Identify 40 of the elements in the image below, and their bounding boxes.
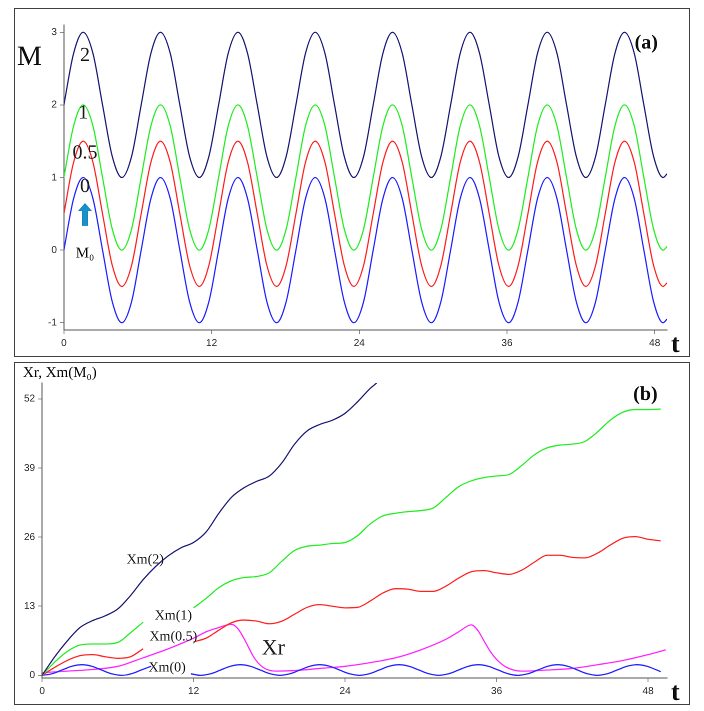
x-tick-label: 36	[491, 686, 503, 697]
line-series	[64, 140, 667, 288]
y-tick-label: 0	[51, 244, 58, 256]
y-tick-label: 2	[51, 100, 58, 111]
annotation: (b)	[633, 382, 658, 405]
x-tick-label: 36	[501, 338, 513, 349]
x-tick-label: 12	[206, 338, 218, 349]
series-label: 2	[80, 44, 90, 66]
x-axis-title: t	[671, 329, 680, 358]
series-label: Xm(0.5)	[149, 629, 198, 644]
y-tick-label: 0	[30, 670, 36, 682]
y-tick-label: 3	[51, 27, 58, 38]
y-tick-label: -1	[48, 317, 58, 328]
series-label: Xm(0)	[148, 660, 186, 676]
line-series	[64, 176, 667, 324]
y-tick-label: 1	[51, 172, 58, 184]
y-axis-title: Xr, Xm(M₀)	[23, 365, 97, 381]
x-tick-label: 24	[354, 338, 366, 349]
x-tick-label: 0	[39, 686, 46, 697]
line-series	[64, 32, 667, 178]
line-series	[42, 383, 378, 676]
x-tick-label: 12	[188, 686, 200, 697]
annotation: M₀	[76, 246, 94, 262]
y-tick-label: 52	[24, 394, 36, 405]
x-tick-label: 48	[649, 338, 661, 349]
y-tick-label: 26	[24, 532, 36, 543]
series-label: Xr	[262, 634, 286, 660]
x-tick-label: 24	[340, 686, 352, 697]
line-series	[42, 624, 666, 674]
series-label: 1	[78, 102, 88, 124]
y-tick-label: 13	[24, 600, 36, 612]
annotation: (a)	[634, 31, 658, 54]
x-tick-label: 0	[61, 338, 68, 349]
series-label: 0	[80, 174, 90, 197]
x-axis-title: t	[671, 677, 680, 706]
x-tick-label: 48	[642, 686, 654, 697]
y-axis-title: M	[17, 41, 42, 72]
y-tick-label: 39	[24, 462, 36, 474]
series-label: Xm(1)	[154, 608, 192, 624]
series-label: Xm(2)	[126, 552, 164, 568]
